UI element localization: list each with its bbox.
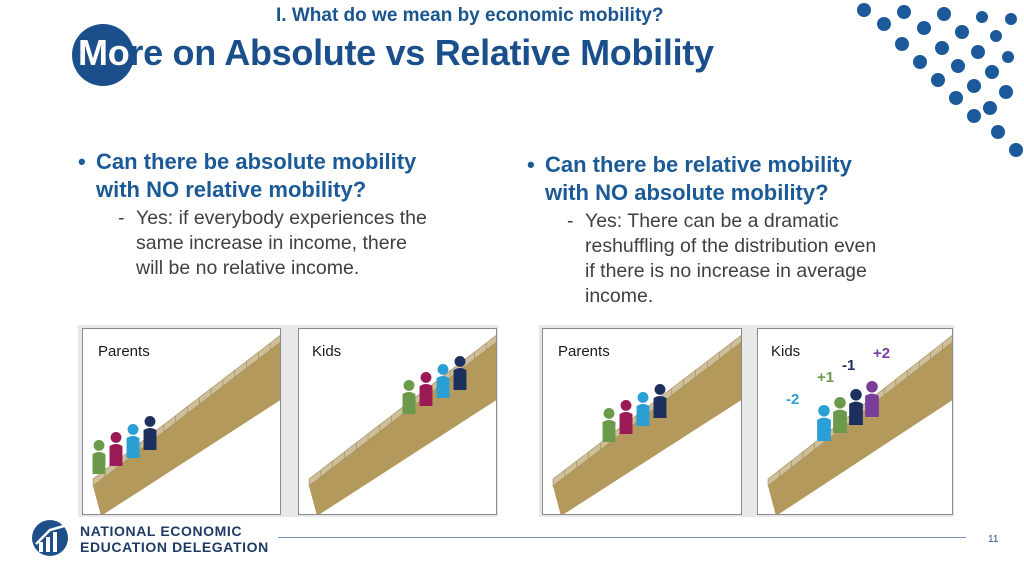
escalator-illustration (552, 335, 741, 514)
blue-figure (817, 405, 831, 441)
title-highlight: Mo (78, 32, 130, 73)
slide-title: More on Absolute vs Relative Mobility (78, 32, 714, 74)
left-bullet: • Can there be absolute mobility with NO … (78, 148, 516, 281)
logo-line-2: EDUCATION DELEGATION (80, 539, 269, 555)
panel-left-kids: Kids (298, 328, 497, 515)
right-bullet-heading: • Can there be relative mobility with NO … (527, 152, 852, 205)
rank-change-purple: +2 (873, 345, 891, 362)
right-bullet-sub: - Yes: There can be a dramatic reshufflin… (567, 210, 877, 307)
panel-left-parents: Parents (82, 328, 281, 515)
navy-figure (143, 416, 157, 450)
ned-logo-icon (32, 520, 68, 556)
rank-change-navy: -1 (842, 357, 856, 374)
green-figure (602, 408, 616, 442)
footer-divider (278, 537, 966, 538)
right-bullet: • Can there be relative mobility with NO … (527, 151, 985, 309)
page-number: 11 (988, 534, 999, 545)
magenta-figure (109, 432, 123, 466)
logo-line-1: NATIONAL ECONOMIC (80, 523, 243, 539)
blue-figure (636, 392, 650, 426)
escalator-illustration (92, 335, 280, 514)
panel-right-kids: Kids +2 -1 +1 -2 (757, 328, 953, 515)
section-title: I. What do we mean by economic mobility? (276, 5, 664, 26)
title-accent-circle (72, 24, 134, 86)
navy-figure (453, 356, 467, 390)
panel-right-parents: Parents (542, 328, 742, 515)
rank-change-green: +1 (817, 369, 835, 386)
left-bullet-sub: - Yes: if everybody experiences the same … (118, 207, 427, 279)
green-figure (92, 440, 106, 474)
navy-figure (653, 384, 667, 418)
green-figure (402, 380, 416, 414)
title-rest: re on Absolute vs Relative Mobility (129, 32, 714, 73)
blue-figure (126, 424, 140, 458)
panel-label: Parents (558, 343, 610, 360)
purple-figure (865, 381, 879, 417)
panel-label: Parents (98, 343, 150, 360)
panel-label: Kids (771, 343, 801, 360)
rank-change-blue: -2 (786, 391, 800, 408)
navy-figure (849, 389, 863, 425)
escalator-illustration (767, 335, 952, 514)
blue-figure (436, 364, 450, 398)
left-bullet-heading: • Can there be absolute mobility with NO … (78, 149, 417, 202)
panel-label: Kids (312, 343, 342, 360)
decorative-dots (857, 3, 1023, 157)
magenta-figure (619, 400, 633, 434)
magenta-figure (419, 372, 433, 406)
green-figure (833, 397, 847, 433)
escalator-illustration (308, 335, 496, 514)
